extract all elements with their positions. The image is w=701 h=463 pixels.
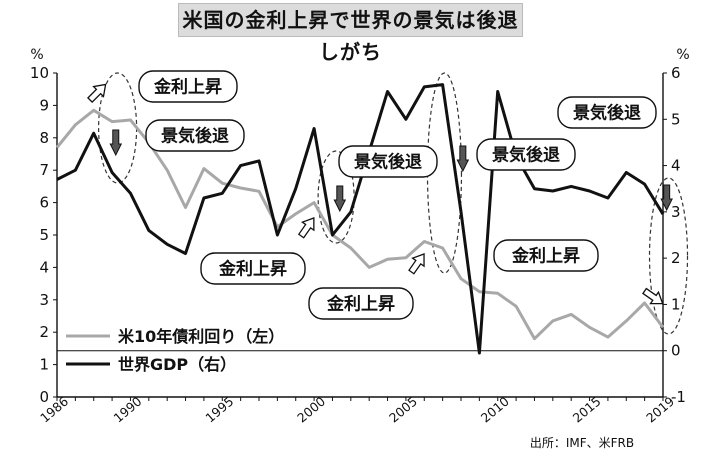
- recession-arrow: [660, 184, 673, 212]
- recession-arrow: [109, 129, 123, 157]
- right-tick-label: 1: [671, 295, 681, 313]
- right-tick-label: 5: [671, 110, 681, 128]
- left-tick-label: 5: [39, 226, 49, 244]
- highlight-ellipse: [426, 72, 463, 274]
- right-tick-label: 4: [671, 157, 681, 175]
- rate-up-arrow: [642, 287, 664, 305]
- left-tick-label: 6: [39, 194, 49, 212]
- callout-box: [338, 145, 438, 178]
- rate-up-arrow: [87, 83, 107, 104]
- rate-up-arrow: [297, 217, 315, 239]
- callout-label: 景気後退: [573, 103, 641, 124]
- rate-up-arrow: [408, 253, 425, 275]
- x-tick-label: 2005: [386, 394, 420, 426]
- callout-arrows: [87, 83, 673, 305]
- left-unit-label: %: [30, 47, 43, 63]
- callout-box: [200, 252, 306, 285]
- callout-rate-up: 金利上昇: [493, 239, 599, 272]
- right-tick-label: -1: [671, 388, 686, 406]
- legend-label: 米10年債利回り（左）: [118, 327, 284, 346]
- left-tick-label: 3: [39, 291, 49, 309]
- left-tick-label: 2: [39, 323, 49, 341]
- right-tick-label: 6: [671, 64, 681, 82]
- right-tick-label: 3: [671, 203, 681, 221]
- x-tick-label: 1990: [111, 394, 145, 426]
- left-tick-label: 4: [39, 258, 49, 276]
- right-unit-label: %: [676, 47, 689, 63]
- highlight-ellipse: [648, 177, 689, 335]
- callout-label: 金利上昇: [326, 294, 395, 315]
- left-tick-label: 1: [39, 356, 49, 374]
- callout-box: [557, 96, 657, 129]
- left-tick-label: 7: [39, 161, 49, 179]
- callout-label: 金利上昇: [218, 259, 287, 280]
- recession-arrow: [456, 145, 470, 173]
- series-lines: [55, 83, 665, 355]
- legend-label: 世界GDP（右）: [118, 355, 236, 374]
- source-note: 出所：IMF、米FRB: [530, 436, 634, 450]
- callout-box: [138, 70, 238, 103]
- left-tick-label: 8: [39, 129, 49, 147]
- right-tick-label: 2: [671, 249, 681, 267]
- x-tick-label: 2000: [294, 394, 328, 426]
- x-tick-label: 2010: [478, 394, 512, 426]
- callout-rate-up: 金利上昇: [308, 287, 414, 320]
- callout-recession: 景気後退: [338, 145, 438, 178]
- callout-label: 景気後退: [492, 145, 560, 166]
- callout-box: [476, 138, 576, 171]
- left-tick-label: 9: [39, 96, 49, 114]
- left-tick-label: 0: [39, 388, 49, 406]
- chart-title: 米国の金利上昇で世界の景気は後退しがち: [178, 3, 523, 64]
- right-tick-label: 0: [671, 342, 681, 360]
- callout-rate-up: 金利上昇: [200, 252, 306, 285]
- recession-arrow: [333, 185, 347, 213]
- series-line-yield: [55, 108, 665, 341]
- series-line-gdp: [56, 83, 665, 355]
- callout-label: 景気後退: [354, 152, 422, 173]
- callout-box: [308, 287, 414, 320]
- callout-box: [493, 239, 599, 272]
- legend: 米10年債利回り（左） 世界GDP（右）: [66, 327, 284, 374]
- x-tick-label: 1995: [202, 394, 236, 426]
- left-tick-label: 10: [30, 64, 49, 82]
- x-tick-label: 2015: [570, 394, 604, 426]
- callout-recession: 景気後退: [557, 96, 657, 129]
- callout-recession: 景気後退: [476, 138, 576, 171]
- callout-label: 金利上昇: [511, 246, 580, 267]
- callout-label: 金利上昇: [153, 77, 222, 98]
- callout-label: 景気後退: [161, 126, 229, 147]
- callout-rate-up: 金利上昇: [138, 70, 238, 103]
- callout-recession: 景気後退: [145, 119, 245, 152]
- callout-box: [145, 119, 245, 152]
